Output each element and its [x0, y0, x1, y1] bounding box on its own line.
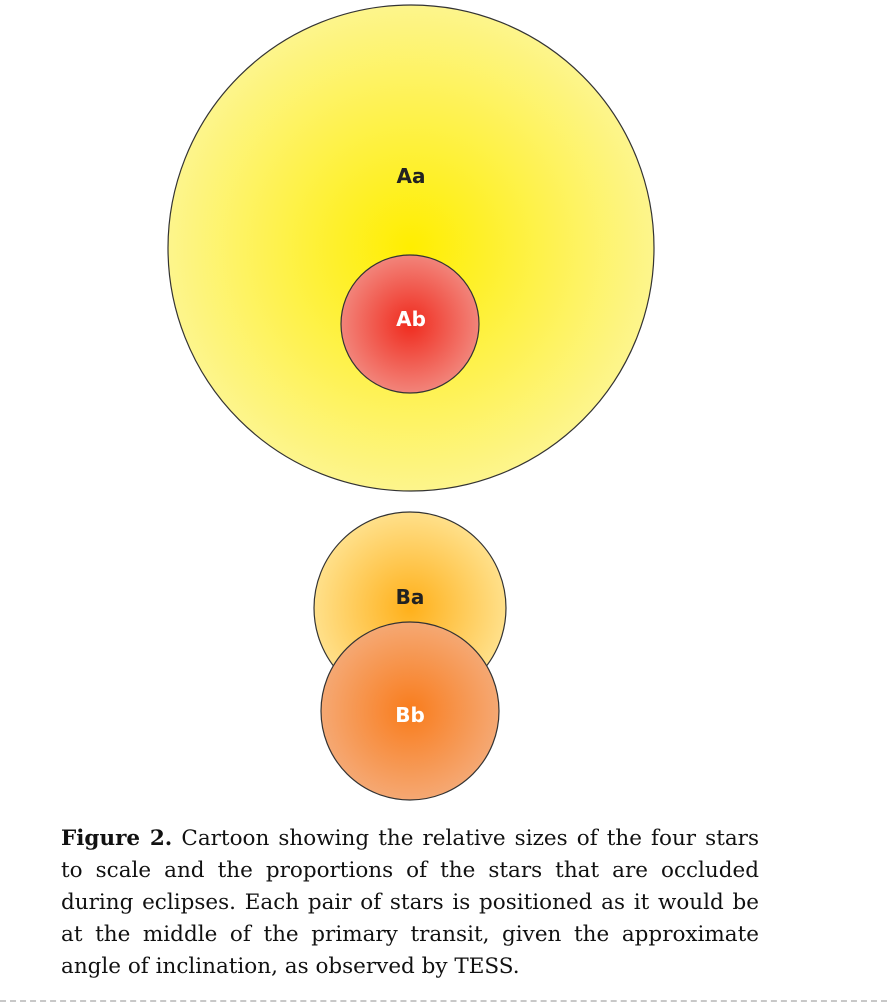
page-divider	[0, 1000, 887, 1002]
star-bb: Bb	[320, 621, 500, 801]
star-cartoon: Aa Ab Ba Bb	[167, 4, 655, 801]
star-ab-label: Ab	[396, 307, 426, 331]
star-ab: Ab	[340, 254, 480, 394]
figure-label: Figure 2.	[61, 826, 173, 851]
star-bb-label: Bb	[395, 703, 425, 727]
caption-text: Cartoon showing the relative sizes of th…	[61, 826, 759, 979]
star-aa-label: Aa	[397, 164, 426, 188]
star-aa: Aa	[167, 4, 655, 492]
star-ba-label: Ba	[396, 585, 425, 609]
figure-caption: Figure 2. Cartoon showing the relative s…	[61, 823, 759, 983]
